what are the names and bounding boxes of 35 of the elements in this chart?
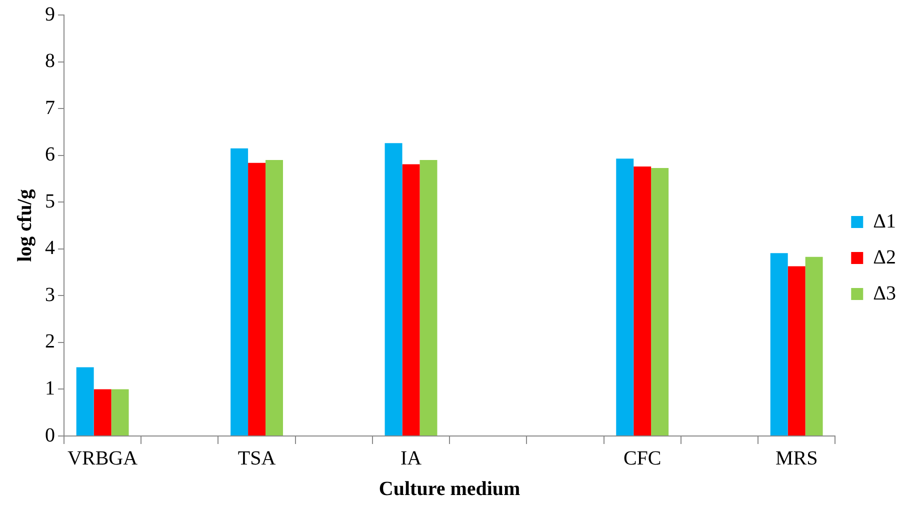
y-tick-label: 2: [45, 330, 55, 353]
bar: [402, 164, 420, 436]
bar: [76, 367, 94, 436]
bar: [266, 160, 284, 436]
x-tick-label: MRS: [775, 447, 818, 470]
y-tick-label: 0: [45, 424, 55, 446]
bar: [384, 143, 402, 436]
bar: [230, 148, 248, 436]
x-tick-label: VRBGA: [68, 447, 138, 470]
bar: [634, 166, 652, 436]
bar: [770, 253, 788, 436]
x-tick-label: IA: [400, 447, 422, 470]
bar: [111, 389, 129, 436]
y-tick-label: 1: [45, 377, 55, 400]
bar: [248, 162, 266, 436]
y-tick-label: 7: [45, 96, 55, 119]
bar: [420, 160, 438, 436]
legend-label: Δ2: [873, 246, 896, 268]
y-tick-label: 4: [45, 237, 55, 260]
bar: [616, 158, 634, 436]
x-tick-label: TSA: [238, 447, 276, 470]
bar: [651, 168, 669, 436]
y-axis-title: log cfu/g: [14, 189, 36, 262]
bar: [788, 266, 806, 436]
x-axis-title: Culture medium: [378, 478, 521, 500]
bar: [805, 256, 823, 436]
y-tick-label: 8: [45, 50, 55, 72]
y-tick-label: 6: [45, 144, 55, 166]
y-tick-label: 9: [45, 3, 55, 26]
y-tick-label: 5: [45, 190, 55, 212]
x-tick-label: CFC: [623, 447, 662, 470]
y-tick-label: 3: [45, 284, 55, 306]
bar: [94, 389, 112, 436]
legend-label: Δ3: [873, 282, 896, 304]
legend-label: Δ1: [873, 210, 896, 232]
